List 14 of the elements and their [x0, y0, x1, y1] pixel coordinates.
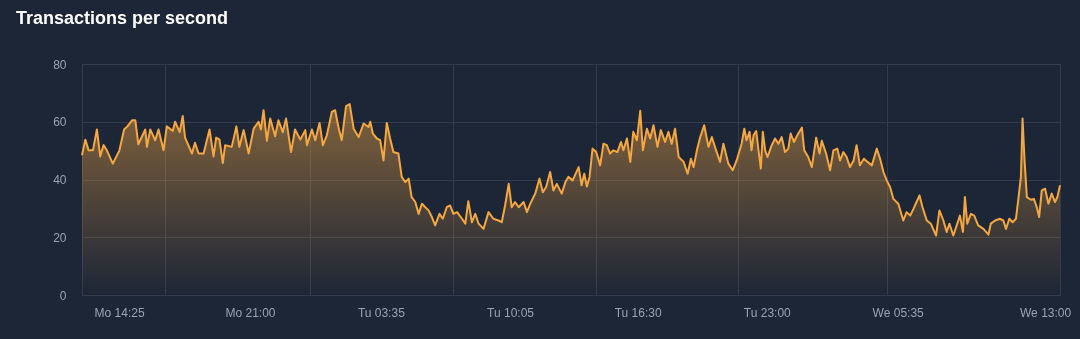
chart-title: Transactions per second	[16, 8, 229, 28]
x-tick-label: Tu 23:00	[743, 305, 792, 320]
x-tick-label: Tu 16:30	[614, 305, 662, 320]
x-tick-label: We 13:00	[1020, 305, 1072, 320]
x-tick-label: Mo 14:25	[94, 305, 145, 320]
y-tick-label: 20	[53, 230, 67, 245]
y-tick-label: 80	[53, 57, 67, 72]
x-tick-label: We 05:35	[872, 305, 925, 320]
y-tick-label: 60	[53, 115, 67, 130]
x-tick-label: Tu 03:35	[357, 305, 406, 320]
x-tick-label: Tu 10:05	[487, 305, 535, 320]
x-tick-label: Mo 21:00	[225, 305, 276, 320]
y-tick-label: 0	[59, 288, 67, 303]
y-tick-label: 40	[53, 173, 67, 187]
